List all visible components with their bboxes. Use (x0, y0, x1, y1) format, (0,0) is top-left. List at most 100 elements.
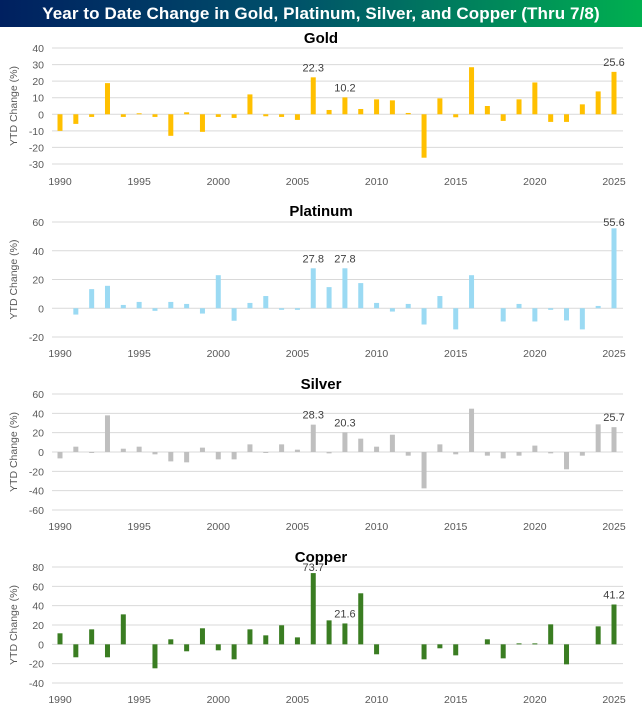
y-tick-label: 40 (32, 246, 44, 258)
data-label: 28.3 (303, 410, 324, 422)
bar-gold-2006 (310, 77, 316, 115)
x-tick-label: 2000 (207, 521, 231, 533)
data-label: 73.7 (303, 562, 324, 574)
x-tick-label: 2000 (207, 176, 231, 188)
bar-platinum-2002 (247, 302, 253, 309)
y-tick-label: 80 (32, 562, 44, 574)
bar-copper-2009 (358, 593, 364, 645)
bar-copper-2018 (500, 644, 506, 659)
x-tick-label: 2020 (523, 521, 547, 533)
bar-silver-2023 (579, 452, 585, 456)
x-tick-label: 1995 (127, 694, 151, 706)
bar-copper-2004 (279, 625, 285, 645)
bar-platinum-2025 (611, 228, 617, 309)
bar-gold-2022 (564, 114, 570, 122)
bar-platinum-2015 (453, 308, 459, 330)
bar-platinum-2003 (263, 296, 269, 309)
bar-gold-2024 (595, 91, 601, 115)
panel-platinum: 60 40 20 0 -20 1990 1995 2000 2005 2010 2015 2020 20… (8, 203, 626, 360)
bar-copper-1998 (184, 644, 190, 652)
bar-platinum-1992 (89, 289, 95, 309)
bar-copper-1994 (120, 614, 126, 645)
bar-platinum-2001 (231, 308, 237, 321)
bar-copper-1996 (152, 644, 158, 669)
bar-gold-2011 (389, 100, 395, 115)
bar-copper-2020 (532, 643, 538, 645)
x-tick-label: 2025 (602, 521, 626, 533)
bar-silver-2006 (310, 424, 316, 452)
bar-silver-2003 (263, 452, 269, 453)
bar-platinum-2009 (358, 283, 364, 309)
bar-copper-2014 (437, 644, 443, 649)
x-tick-label: 2010 (365, 176, 389, 188)
x-tick-label: 2015 (444, 348, 468, 360)
bar-platinum-2016 (469, 275, 475, 309)
bar-copper-1999 (199, 628, 205, 645)
data-label: 27.8 (303, 253, 324, 265)
bar-gold-1995 (136, 113, 142, 115)
x-tick-label: 2010 (365, 348, 389, 360)
y-tick-label: -20 (29, 466, 44, 478)
bar-copper-2021 (548, 624, 554, 645)
bar-gold-1990 (57, 114, 63, 131)
bar-platinum-2023 (579, 308, 585, 330)
bar-platinum-2021 (548, 308, 554, 310)
bar-gold-2012 (405, 112, 411, 115)
y-tick-label: 40 (32, 43, 44, 55)
x-tick-label: 2005 (286, 521, 310, 533)
bar-gold-2013 (421, 114, 427, 158)
bar-copper-2003 (263, 635, 269, 645)
x-tick-label: 1990 (48, 176, 72, 188)
bar-silver-2001 (231, 452, 237, 460)
x-tick-label: 1990 (48, 694, 72, 706)
bar-silver-2015 (453, 452, 459, 455)
bar-gold-2009 (358, 108, 364, 115)
y-tick-label: 20 (32, 428, 44, 440)
bar-copper-2022 (564, 644, 570, 665)
bar-silver-1997 (168, 452, 174, 462)
bar-gold-2021 (548, 114, 554, 122)
bar-platinum-2004 (279, 308, 285, 310)
bar-gold-2001 (231, 114, 237, 118)
data-label: 20.3 (334, 417, 355, 429)
y-tick-label: -40 (29, 678, 44, 690)
y-tick-label: 0 (38, 639, 44, 651)
bar-silver-2025 (611, 427, 617, 452)
bar-gold-1999 (199, 114, 205, 132)
x-tick-label: 2025 (602, 176, 626, 188)
bar-copper-1990 (57, 633, 63, 645)
y-tick-label: 60 (32, 581, 44, 593)
y-axis-label: YTD Change (%) (8, 412, 20, 492)
bar-silver-1996 (152, 452, 158, 455)
bar-silver-2016 (469, 408, 475, 452)
y-tick-label: 20 (32, 620, 44, 632)
x-tick-label: 2020 (523, 176, 547, 188)
bar-copper-1993 (104, 644, 110, 658)
bar-platinum-2022 (564, 308, 570, 321)
y-axis-label: YTD Change (%) (8, 66, 20, 146)
y-tick-label: 30 (32, 60, 44, 72)
bar-gold-2017 (484, 106, 490, 115)
bar-platinum-1997 (168, 301, 174, 309)
bar-silver-2014 (437, 444, 443, 452)
bar-gold-1996 (152, 114, 158, 117)
bar-gold-2019 (516, 99, 522, 115)
bar-gold-2000 (215, 114, 221, 117)
bar-silver-1990 (57, 452, 63, 459)
panel-title-silver: Silver (301, 376, 342, 393)
panel-silver: 60 40 20 0 -20 -40 -60 1990 1995 2000 2005 2010 2015… (8, 376, 626, 533)
bar-silver-2021 (548, 452, 554, 454)
y-tick-label: 60 (32, 217, 44, 229)
y-tick-label: 10 (32, 93, 44, 105)
bar-silver-2019 (516, 452, 522, 456)
bar-gold-2023 (579, 104, 585, 115)
x-tick-label: 2020 (523, 348, 547, 360)
report-title: Year to Date Change in Gold, Platinum, S… (0, 0, 642, 27)
y-tick-label: -40 (29, 486, 44, 498)
panel-title-gold: Gold (304, 30, 338, 47)
y-tick-label: -10 (29, 126, 44, 138)
bar-silver-1991 (73, 446, 79, 452)
bar-silver-2017 (484, 452, 490, 456)
y-tick-label: 0 (38, 109, 44, 121)
